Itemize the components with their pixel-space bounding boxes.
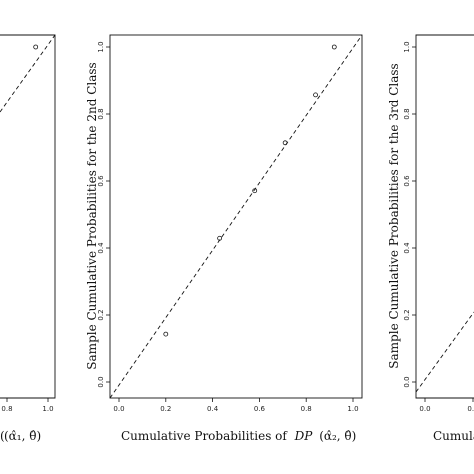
- middle-x-tick-label: 1.0: [347, 405, 358, 413]
- middle-data-point: [252, 188, 258, 194]
- middle-x-axis-label-text: Cumulative Probabilities of: [121, 429, 288, 443]
- middle-data-point: [217, 235, 223, 241]
- right-y-axis-label: Sample Cumulative Probabilities for the …: [387, 63, 401, 368]
- right-y-tick-label: 1.0: [403, 41, 411, 52]
- middle-y-tick-label: 0.0: [97, 376, 105, 387]
- left-reference-line: [0, 34, 56, 113]
- middle-x-axis-label-args: (α̂₂, θ̂): [319, 429, 356, 443]
- right-y-tick-label: 0.4: [403, 242, 411, 254]
- right-y-tick-label: 0.0: [403, 376, 411, 387]
- middle-x-axis-label: Cumulative Probabilities of DP (α̂₂, θ̂): [121, 429, 356, 443]
- middle-data-point: [163, 331, 169, 337]
- left-x-axis-label-paren: (: [0, 429, 5, 443]
- right-y-tick-label: 0.6: [403, 175, 411, 187]
- middle-y-axis-label: Sample Cumulative Probabilities for the …: [85, 62, 99, 369]
- left-x-axis-label: (α̂₁, θ̂): [4, 429, 41, 443]
- middle-x-tick-label: 0.6: [254, 405, 266, 413]
- middle-reference-line: [109, 34, 363, 399]
- right-y-tick-label: 0.8: [403, 108, 411, 119]
- right-y-tick-label: 0.2: [403, 309, 411, 320]
- left-data-point: [33, 44, 39, 50]
- middle-x-tick-label: 0.4: [207, 405, 219, 413]
- middle-y-tick-label: 0.6: [97, 175, 105, 187]
- right-x-tick-label: 0.2: [467, 405, 474, 413]
- middle-panel: 0.0 0.2 0.4 0.6 0.8 1.0 0.0 0.2 0.4 0.6 0.8 1.0 Sa…: [85, 34, 363, 443]
- right-plot-frame: [415, 34, 474, 399]
- middle-y-tick-label: 0.8: [97, 108, 105, 119]
- right-panel: 0.0 0.2 0.0 0.2 0.4 0.6 0.8 1.0 Sample Cumulat…: [387, 34, 474, 443]
- middle-y-tick-label: 1.0: [97, 41, 105, 52]
- middle-x-axis-label-math: DP: [294, 429, 314, 443]
- middle-plot-frame: [109, 34, 363, 399]
- middle-y-tick-label: 0.4: [97, 242, 105, 254]
- middle-y-tick-label: 0.2: [97, 309, 105, 320]
- middle-data-point: [282, 140, 288, 146]
- left-x-tick-label: 0.8: [1, 405, 12, 413]
- middle-data-point: [331, 44, 337, 50]
- left-plot-frame: [0, 34, 56, 399]
- right-x-tick-label: 0.0: [419, 405, 430, 413]
- right-x-axis-label: Cumula: [433, 429, 474, 443]
- left-x-tick-label: 1.0: [42, 405, 53, 413]
- middle-x-tick-label: 0.8: [301, 405, 312, 413]
- left-panel: 0.8 1.0 (α̂₁, θ̂) (: [0, 34, 56, 443]
- middle-x-tick-label: 0.0: [113, 405, 124, 413]
- middle-x-tick-label: 0.2: [160, 405, 171, 413]
- middle-data-point: [313, 92, 318, 98]
- right-reference-line: [415, 311, 474, 393]
